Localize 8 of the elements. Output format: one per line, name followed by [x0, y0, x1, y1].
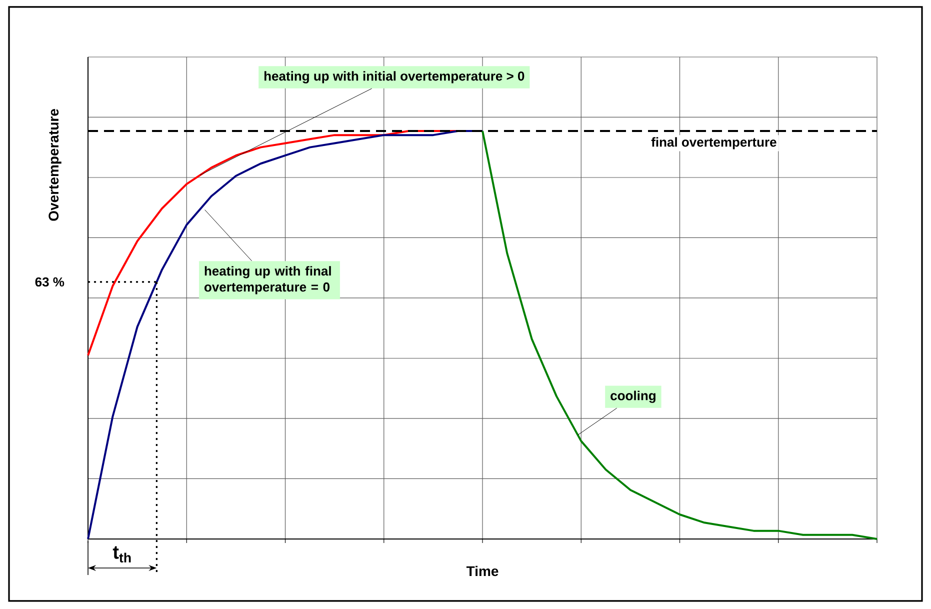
y-axis-title: Overtemperature	[48, 109, 62, 221]
ref-line-label: 63 %	[35, 277, 64, 287]
annotation: heating up with final overtemperature = 0	[204, 266, 331, 294]
annotation: cooling	[610, 390, 656, 403]
text: t$_{th}$	[112, 546, 131, 562]
text: heating up with initial overtemperature > 0	[264, 71, 524, 84]
ref-line-label: final overtemperture	[651, 137, 776, 150]
x-axis-title: Time	[466, 566, 498, 576]
